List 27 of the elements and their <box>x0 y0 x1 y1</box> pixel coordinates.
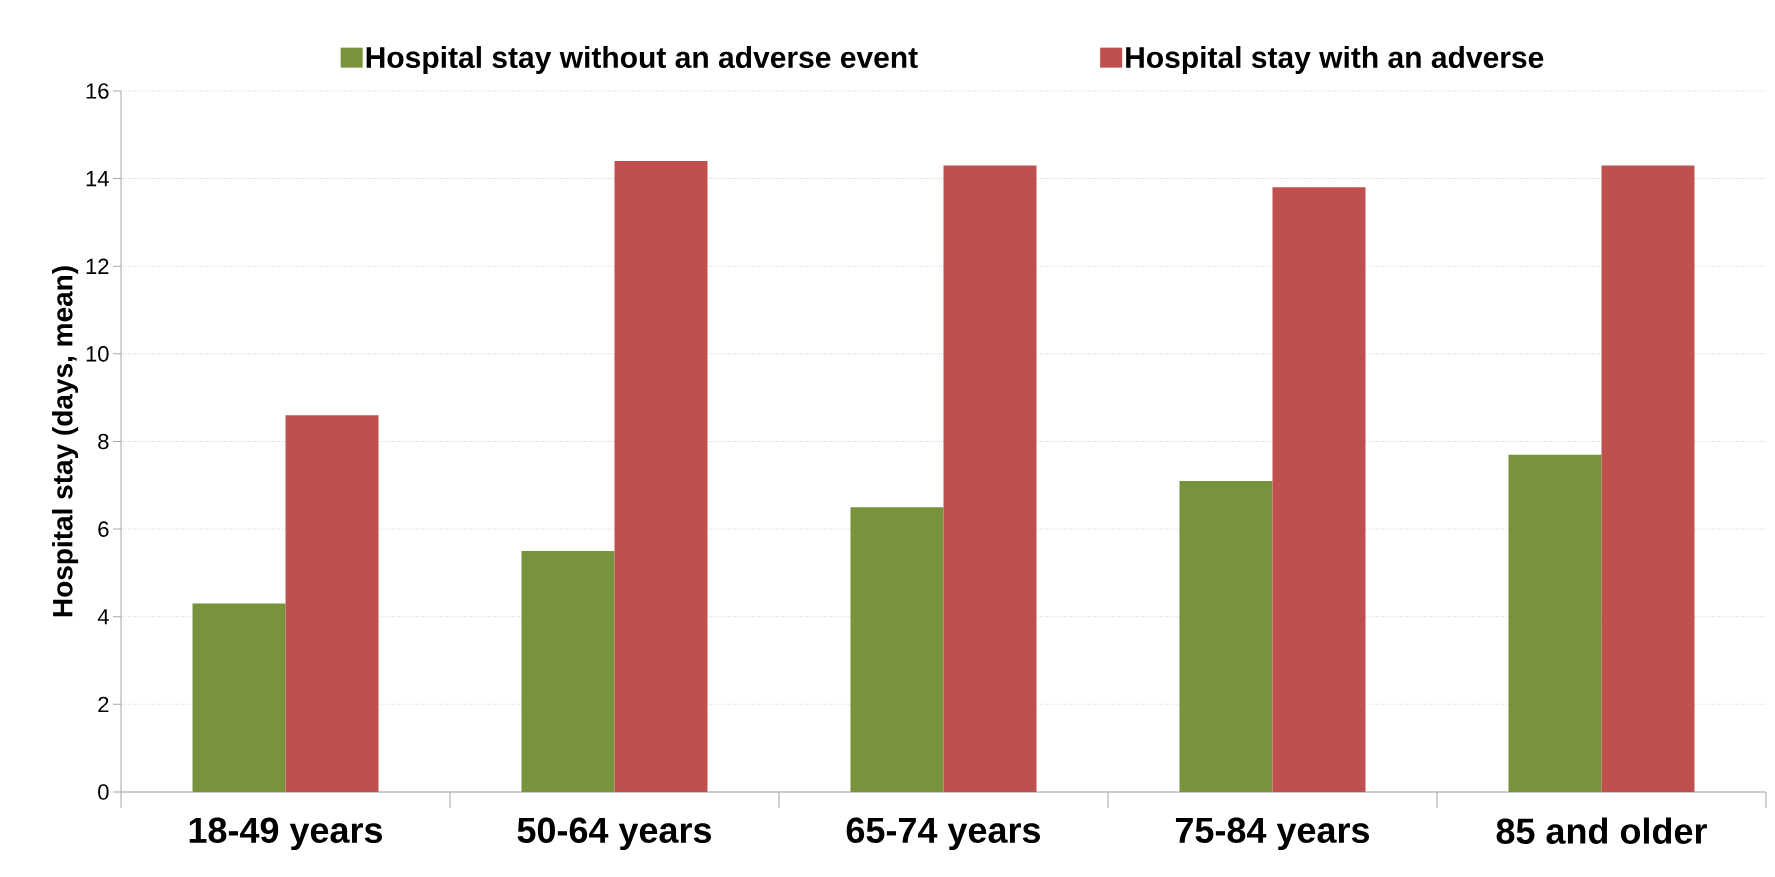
bar <box>1601 165 1695 792</box>
y-tick-label: 16 <box>86 83 109 99</box>
y-tick-label: 12 <box>86 258 109 274</box>
x-tick-label: 65-74 years <box>846 817 1041 851</box>
x-tick-label: 85 and older <box>1496 817 1707 844</box>
y-tick-label: 2 <box>98 696 109 713</box>
y-tick-label: 4 <box>97 609 109 625</box>
bar <box>521 551 615 792</box>
bar <box>192 603 286 792</box>
y-tick-label: 0 <box>98 784 109 800</box>
bar <box>1508 454 1602 792</box>
legend-label: Hospital stay without an adverse event <box>366 46 918 74</box>
bar <box>1179 480 1273 792</box>
x-tick-label: 50-64 years <box>517 817 712 851</box>
bar <box>850 507 944 792</box>
bar <box>614 161 708 792</box>
y-tick-label: 14 <box>86 171 109 187</box>
legend-label: Hospital stay with an adverse <box>1126 46 1544 74</box>
bar <box>285 415 379 792</box>
y-tick-label: 6 <box>98 521 109 537</box>
x-tick-label: 75-84 years <box>1175 817 1370 851</box>
x-tick-label: 18-49 years <box>189 817 383 851</box>
bar <box>1272 187 1366 792</box>
bar <box>943 165 1037 792</box>
y-tick-label: 10 <box>86 346 109 362</box>
y-tick-label: 8 <box>98 433 109 450</box>
y-axis-title: Hospital stay (days, mean) <box>52 266 79 617</box>
